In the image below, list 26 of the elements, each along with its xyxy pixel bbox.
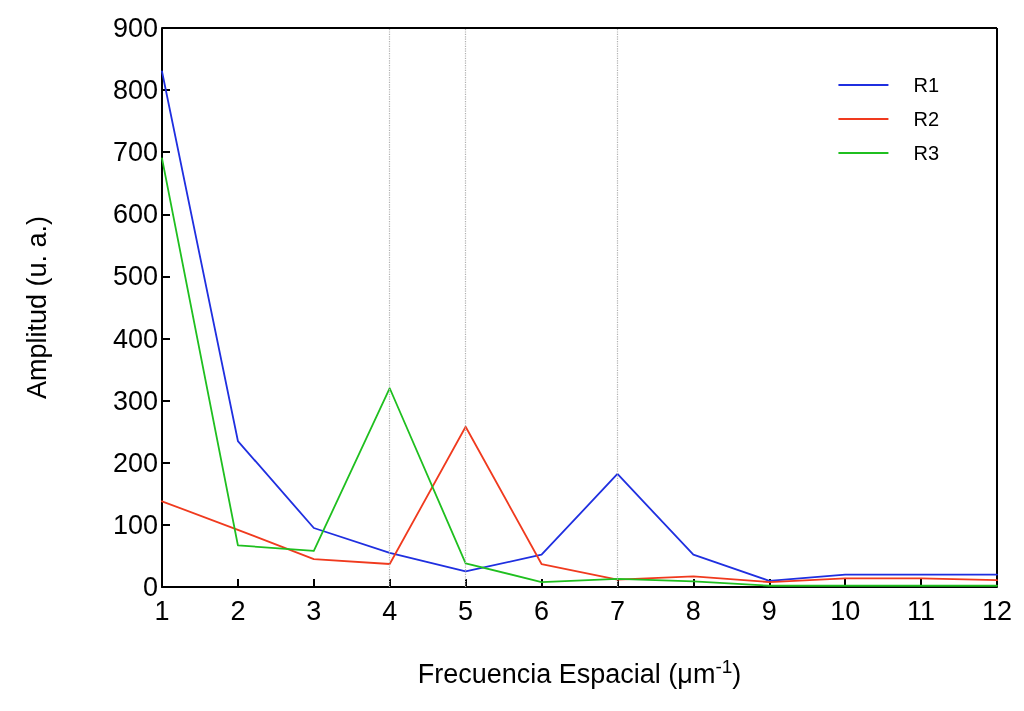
x-tick-label: 5 xyxy=(458,595,474,626)
x-tick-label: 9 xyxy=(761,595,777,626)
x-tick-label: 10 xyxy=(830,595,861,626)
y-axis-title: Amplitud (u. a.) xyxy=(21,215,52,400)
y-tick-label: 800 xyxy=(112,75,158,106)
y-tick-label: 100 xyxy=(112,509,158,540)
x-tick-label: 8 xyxy=(685,595,701,626)
legend-label: R1 xyxy=(913,74,940,96)
y-tick-label: 900 xyxy=(112,13,158,43)
line-series xyxy=(161,70,998,582)
x-tick-label: 12 xyxy=(981,595,1013,626)
x-tick-label: 2 xyxy=(230,595,246,626)
y-tick-label: 500 xyxy=(112,261,158,292)
x-tick-label: 4 xyxy=(382,595,398,626)
x-tick-label: 11 xyxy=(907,595,936,626)
y-tick-label: 300 xyxy=(112,385,158,416)
legend-label: R2 xyxy=(913,108,940,130)
y-tick-label: 400 xyxy=(112,323,158,354)
y-tick-label: 600 xyxy=(112,199,158,230)
y-tick-label: 700 xyxy=(112,137,158,168)
x-tick-label: 6 xyxy=(534,595,550,626)
legend-label: R3 xyxy=(913,142,940,164)
line-series xyxy=(161,425,998,583)
x-tick-label: 7 xyxy=(609,595,625,626)
x-tick-label: 3 xyxy=(306,595,322,626)
y-tick-label: 200 xyxy=(112,447,158,478)
